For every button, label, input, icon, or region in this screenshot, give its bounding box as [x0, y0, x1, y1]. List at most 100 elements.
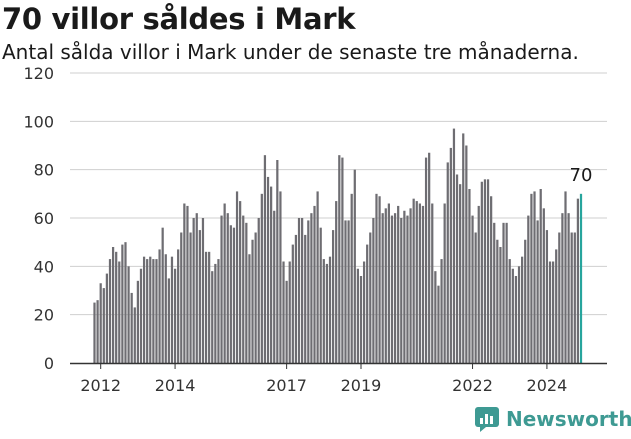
bar [452, 128, 456, 363]
bar [223, 203, 226, 363]
bar [331, 230, 335, 363]
bar [393, 213, 397, 363]
bar [155, 259, 158, 363]
bar [158, 249, 161, 363]
bar [257, 218, 260, 363]
bar [359, 276, 363, 363]
bar [248, 254, 251, 363]
bar [99, 283, 102, 363]
bar [177, 249, 180, 363]
bar [539, 189, 542, 363]
bar [307, 220, 310, 363]
bar [576, 198, 580, 363]
bar [387, 203, 390, 363]
bar [319, 227, 322, 363]
bar [390, 215, 394, 363]
bar [335, 201, 338, 363]
bar [443, 203, 446, 363]
bar [474, 232, 477, 363]
bar [186, 205, 189, 363]
bar [310, 213, 313, 363]
bar [108, 259, 112, 363]
bar [167, 278, 170, 363]
y-tick-label: 100 [23, 112, 54, 131]
bar [229, 225, 232, 363]
bar [118, 261, 121, 363]
bar [313, 205, 316, 363]
bar [505, 222, 508, 363]
bar [471, 215, 474, 363]
bar [93, 302, 96, 363]
x-tick-label: 2017 [266, 376, 307, 395]
bar [477, 205, 480, 363]
newsworthy-brand[interactable]: Newsworthy [474, 406, 631, 432]
bar [96, 300, 99, 363]
bar [511, 268, 514, 363]
bar [136, 280, 139, 363]
brand-name: Newsworthy [506, 407, 631, 431]
bar [347, 220, 350, 363]
bar [276, 160, 279, 363]
bar [115, 251, 118, 363]
bar [579, 193, 583, 363]
x-tick-label: 2024 [527, 376, 568, 395]
bar [164, 254, 167, 363]
bar [561, 213, 564, 363]
bar [418, 203, 421, 363]
highlight-value-label: 70 [570, 165, 593, 186]
bar [208, 251, 211, 363]
bar [263, 155, 267, 363]
bar [344, 220, 347, 363]
x-tick-label: 2022 [452, 376, 493, 395]
bar [542, 208, 545, 363]
bar [180, 232, 183, 363]
bar [499, 247, 502, 363]
bar [288, 261, 291, 363]
bar [397, 205, 400, 363]
chart-subtitle: Antal sålda villor i Mark under de senas… [2, 40, 579, 64]
y-tick-label: 120 [23, 64, 54, 83]
bar [570, 232, 573, 363]
bar [251, 239, 254, 363]
bar [465, 145, 468, 363]
bar [564, 191, 567, 363]
bar [369, 232, 372, 363]
bar [322, 259, 325, 363]
bar [493, 222, 496, 363]
bar [536, 220, 539, 363]
bar [198, 230, 201, 363]
bar [483, 179, 487, 363]
bar [146, 259, 149, 363]
bar [555, 249, 558, 363]
bar [434, 271, 437, 363]
bar [551, 261, 555, 363]
bar [428, 152, 431, 363]
bar [530, 193, 533, 363]
bar [424, 157, 428, 363]
bar [133, 307, 136, 363]
bar [291, 244, 294, 363]
bar [366, 244, 369, 363]
bar [341, 157, 344, 363]
bar [121, 244, 124, 363]
bar [183, 203, 186, 363]
bar [496, 239, 499, 363]
bar [462, 133, 465, 363]
bar [480, 181, 483, 363]
bar [300, 218, 304, 363]
bar [338, 155, 341, 363]
bar [403, 210, 406, 363]
bar [514, 276, 518, 363]
bar [279, 191, 282, 363]
bar [242, 215, 245, 363]
bar [220, 215, 223, 363]
bar [527, 215, 530, 363]
bar [350, 193, 353, 363]
bar [170, 256, 174, 363]
bar [102, 288, 105, 363]
bar [294, 234, 298, 363]
bar [195, 213, 198, 363]
bar [105, 273, 109, 363]
bar [533, 191, 536, 363]
bar [362, 261, 366, 363]
